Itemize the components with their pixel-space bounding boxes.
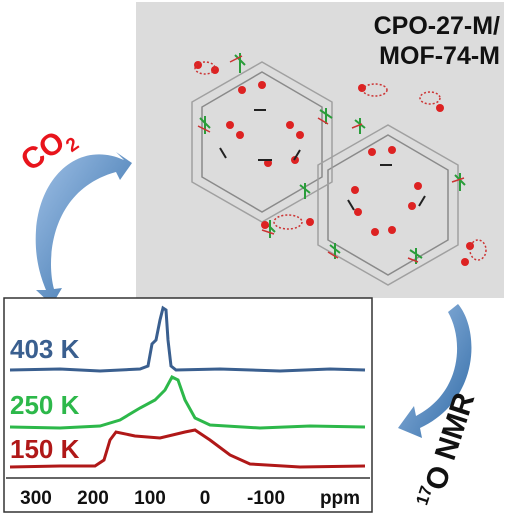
- trace-label: 403 K: [10, 334, 80, 364]
- x-tick-label: 200: [77, 488, 109, 509]
- framework-label: CPO-27-M/: [374, 12, 500, 40]
- trace-label: 250 K: [10, 390, 80, 420]
- trace-250k: [9, 375, 366, 430]
- x-tick-label: 100: [134, 488, 166, 509]
- nmr-text: 17O NMR: [412, 388, 481, 512]
- x-tick-label: 300: [20, 488, 52, 509]
- trace-150k: [9, 428, 366, 469]
- x-tick-label: -100: [247, 488, 285, 509]
- x-tick-label: 0: [200, 488, 211, 509]
- nmr-main: O NMR: [419, 389, 481, 495]
- trace-label: 150 K: [10, 434, 80, 464]
- left-arrow: [35, 152, 133, 305]
- framework-drawing: [191, 53, 487, 286]
- framework-label: MOF-74-M: [379, 42, 500, 70]
- right-arrow: [398, 304, 472, 438]
- nmr-label: 17O NMR: [412, 388, 481, 512]
- trace-403k: [9, 305, 366, 373]
- x-axis-unit: ppm: [320, 488, 360, 509]
- nmr-superscript: 17: [412, 484, 436, 508]
- framework-panel: [136, 2, 504, 298]
